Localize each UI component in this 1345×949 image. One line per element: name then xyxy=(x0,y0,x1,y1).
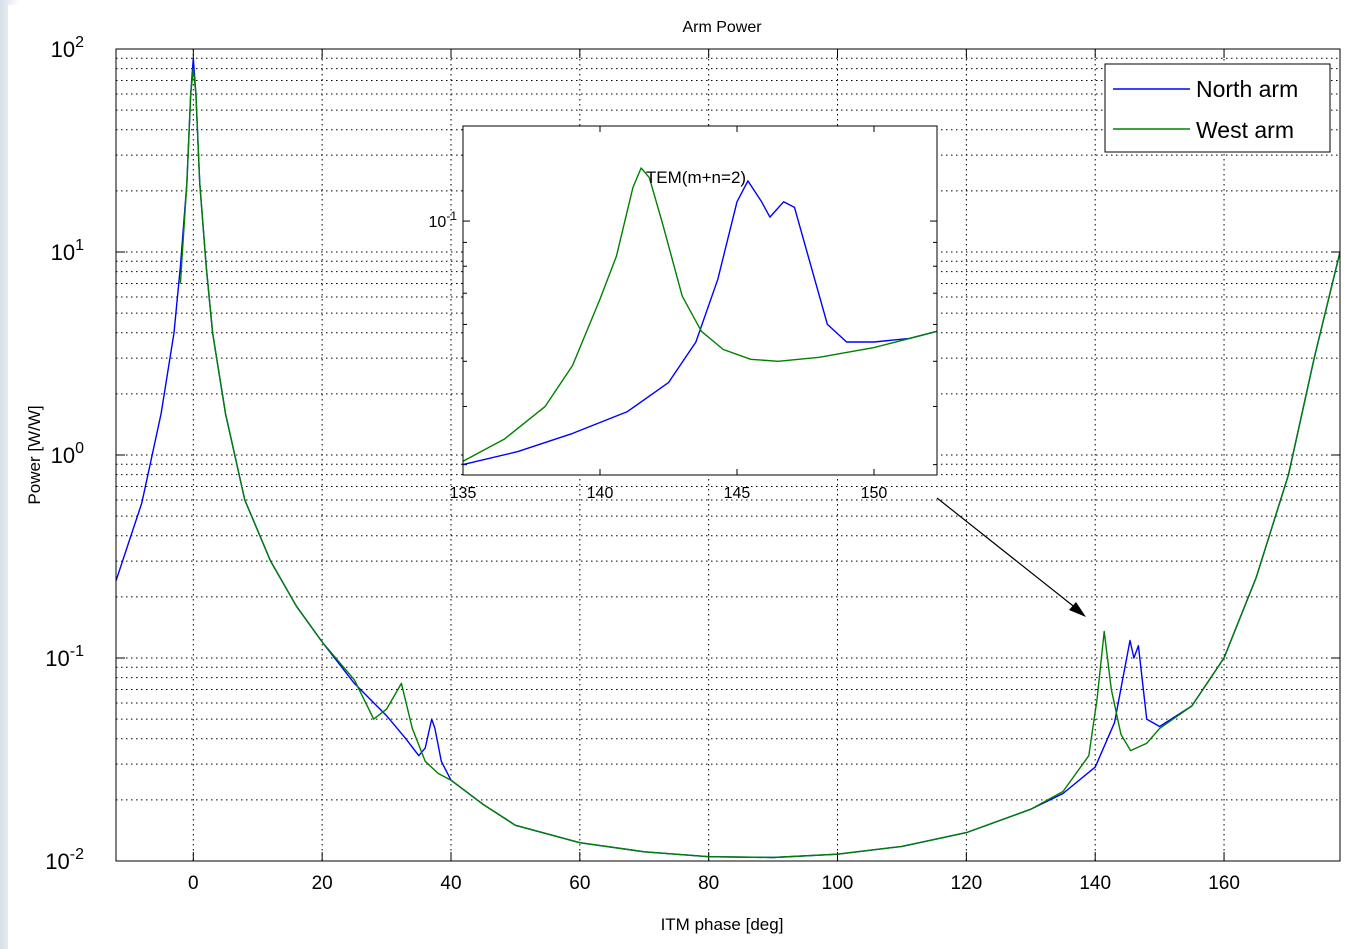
y-tick-label-exponent: 0 xyxy=(75,440,84,457)
y-tick-label-base: 10 xyxy=(51,37,75,62)
y-tick-label: 102 xyxy=(51,34,84,62)
inset-x-tick-label: 135 xyxy=(450,485,477,502)
x-tick-label: 0 xyxy=(188,873,199,894)
y-tick-label-base: 10 xyxy=(51,443,75,468)
x-tick-label: 120 xyxy=(951,873,983,894)
x-tick-label: 20 xyxy=(312,873,333,894)
main-plot-frame xyxy=(115,48,1341,862)
y-tick-label-base: 10 xyxy=(45,849,69,874)
inset-x-tick-labels: 135 140 145 150 xyxy=(450,485,888,502)
inset-series-line-west-arm xyxy=(462,167,938,462)
arrow-head xyxy=(1069,602,1086,617)
x-tick-label: 100 xyxy=(822,873,854,894)
x-tick-label: 40 xyxy=(440,873,461,894)
y-tick-label-exponent: 1 xyxy=(75,237,84,254)
x-tick-label: 60 xyxy=(569,873,590,894)
main-series xyxy=(115,57,1341,859)
inset-y-tick-label-base: 10 xyxy=(429,214,447,231)
inset-series xyxy=(462,167,938,466)
series-line-west-arm xyxy=(179,68,1341,859)
y-tick-label-exponent: -2 xyxy=(70,846,84,863)
main-x-tick-labels: 0 20 40 60 80 100 120 140 160 xyxy=(188,873,1240,894)
legend-label-north-arm: North arm xyxy=(1196,76,1298,102)
x-tick-label: 80 xyxy=(698,873,719,894)
legend: North arm West arm xyxy=(1104,63,1331,153)
legend-box xyxy=(1104,63,1331,153)
y-tick-label-base: 10 xyxy=(45,646,69,671)
y-tick-label: 10-2 xyxy=(45,846,84,874)
inset-x-tick-label: 140 xyxy=(587,485,614,502)
inset-y-tick-label: 10-1 xyxy=(429,209,458,231)
x-tick-label: 140 xyxy=(1079,873,1111,894)
y-tick-label-exponent: 2 xyxy=(75,34,84,51)
x-axis-label: ITM phase [deg] xyxy=(661,915,784,934)
legend-label-west-arm: West arm xyxy=(1196,117,1294,143)
annotation-arrow xyxy=(936,497,1086,617)
x-tick-label: 160 xyxy=(1208,873,1240,894)
inset-y-tick-label-exponent: -1 xyxy=(446,209,457,223)
y-axis-label: Power [W/W] xyxy=(25,405,44,504)
inset-plot-area xyxy=(463,126,937,475)
y-tick-label: 101 xyxy=(51,237,84,265)
y-tick-label-exponent: -1 xyxy=(70,643,84,660)
inset-series-line-north-arm xyxy=(462,180,938,466)
inset-plot-frame xyxy=(462,125,938,476)
inset-x-tick-label: 145 xyxy=(724,485,751,502)
inset-title: TEM(m+n=2) xyxy=(646,168,746,187)
y-tick-label: 10-1 xyxy=(45,643,84,671)
y-tick-label-base: 10 xyxy=(51,240,75,265)
y-tick-label: 100 xyxy=(51,440,84,468)
inset-x-tick-label: 150 xyxy=(861,485,888,502)
arrow-shaft xyxy=(936,497,1078,610)
inset-axes: 135 140 145 150 10-1 TEM(m+n=2) xyxy=(429,125,938,502)
inset-y-tick-labels: 10-1 xyxy=(429,209,458,231)
chart-title: Arm Power xyxy=(682,19,762,36)
